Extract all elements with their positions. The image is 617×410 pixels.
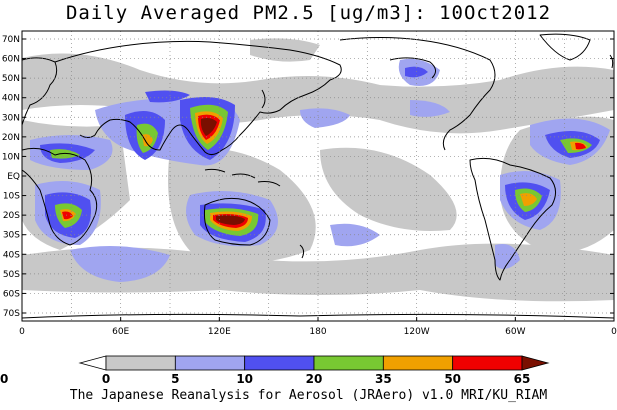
lon-tick-label: 60W <box>505 327 525 337</box>
grid-lines <box>22 31 614 321</box>
colorbar-label: 80 <box>0 372 8 386</box>
lat-tick-label: 20N <box>2 133 20 143</box>
lat-tick-label: EQ <box>7 172 20 182</box>
map-title: Daily Averaged PM2.5 [ug/m3]: 10Oct2012 <box>65 2 552 24</box>
lat-tick-label: 10S <box>3 192 20 202</box>
colorbar-segment <box>313 355 384 371</box>
lat-tick-label: 60S <box>3 289 20 299</box>
lat-tick-label: 30S <box>3 231 20 241</box>
lon-tick-label: 0 <box>611 327 617 337</box>
colorbar-segment <box>452 355 523 371</box>
lat-tick-label: 50S <box>3 270 20 280</box>
footer-credit: The Japanese Reanalysis for Aerosol (JRA… <box>69 388 548 403</box>
lat-tick-label: 40N <box>2 94 20 104</box>
lat-tick-label: 60N <box>2 55 20 65</box>
lon-tick-label: 120W <box>404 327 430 337</box>
colorbar-label: 35 <box>375 372 392 386</box>
lat-tick-label: 50N <box>2 74 20 84</box>
colorbar-label: 5 <box>171 372 179 386</box>
lon-tick-label: 0 <box>19 327 25 337</box>
lat-tick-label: 30N <box>2 113 20 123</box>
lat-tick-label: 40S <box>3 250 20 260</box>
lat-tick-label: 10N <box>2 152 20 162</box>
colorbar-segment <box>244 355 315 371</box>
colorbar-label: 20 <box>306 372 323 386</box>
colorbar-segment <box>382 355 454 371</box>
colorbar: 0 5 10 20 35 50 65 80 <box>0 355 550 386</box>
lon-tick-label: 180 <box>309 327 326 337</box>
lon-tick-label: 60E <box>112 327 129 337</box>
colorbar-label: 50 <box>444 372 461 386</box>
colorbar-segment <box>174 355 246 371</box>
colorbar-segment <box>78 355 107 371</box>
lat-tick-label: 20S <box>3 211 20 221</box>
colorbar-segment <box>105 355 176 371</box>
colorbar-label: 65 <box>514 372 531 386</box>
level-over-80 <box>200 118 245 225</box>
lat-tick-label: 70S <box>3 309 20 319</box>
longitude-axis: 0 60E 120E 180 120W 60W 0 <box>19 317 617 337</box>
colorbar-segment <box>521 355 550 371</box>
colorbar-label: 10 <box>236 372 253 386</box>
lat-tick-label: 70N <box>2 35 20 45</box>
colorbar-label: 0 <box>102 372 110 386</box>
latitude-axis: 70N 60N 50N 40N 30N 20N 10N EQ 10S 20S 30S 40S 50S 60… <box>2 35 614 319</box>
lon-tick-label: 120E <box>208 327 231 337</box>
